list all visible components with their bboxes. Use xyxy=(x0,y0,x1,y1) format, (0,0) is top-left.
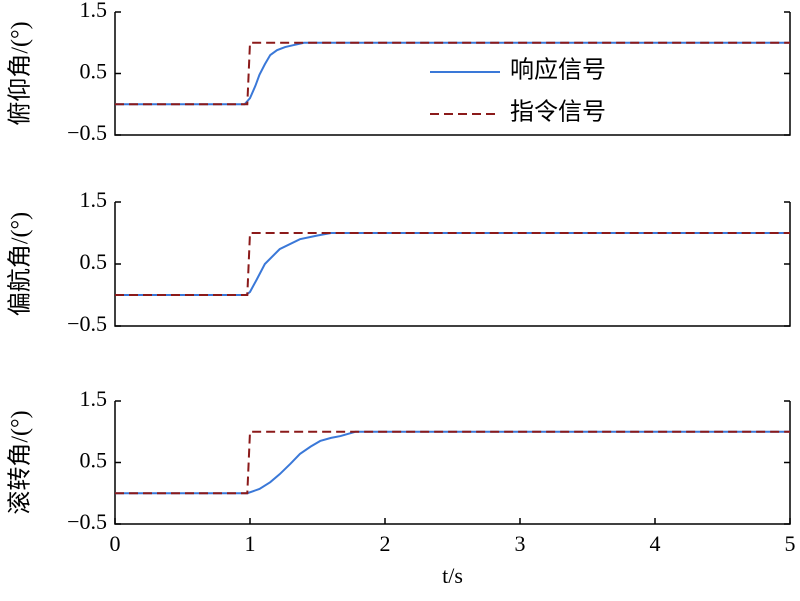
y-tick-label: 0.5 xyxy=(80,249,108,274)
y-tick-label: 1.5 xyxy=(80,386,108,411)
series-line xyxy=(115,41,790,106)
y-tick-label: −0.5 xyxy=(67,509,107,534)
axis-frame xyxy=(114,401,791,525)
legend-label: 指令信号 xyxy=(510,99,606,126)
axis-frame xyxy=(114,202,791,327)
subplot: −0.5 0.5 1.5 0 1 2 3 4 5 t/s 滚转角/(°) xyxy=(7,386,796,588)
x-axis-label: t/s xyxy=(442,563,463,588)
y-axis-label: 俯仰角/(°) xyxy=(7,21,34,125)
y-axis-label: 滚转角/(°) xyxy=(7,410,34,514)
y-tick-label: −0.5 xyxy=(67,311,107,336)
x-tick-label: 1 xyxy=(245,531,256,556)
x-tick-label: 4 xyxy=(650,531,661,556)
x-tick-label: 2 xyxy=(380,531,391,556)
x-tick-label: 3 xyxy=(515,531,526,556)
x-tick-label: 0 xyxy=(110,531,121,556)
y-tick-label: −0.5 xyxy=(67,120,107,145)
subplot: −0.5 0.5 1.5 偏航角/(°) xyxy=(7,187,791,336)
y-tick-label: 0.5 xyxy=(80,448,108,473)
series-line xyxy=(115,430,790,495)
y-tick-label: 0.5 xyxy=(80,59,108,84)
series-line xyxy=(115,232,790,296)
x-tick-label: 5 xyxy=(785,531,796,556)
legend-label: 响应信号 xyxy=(510,57,606,84)
series-line xyxy=(115,41,790,106)
y-tick-label: 1.5 xyxy=(80,0,108,22)
y-tick-label: 1.5 xyxy=(80,187,108,212)
axis-frame xyxy=(114,12,791,136)
y-axis-label: 偏航角/(°) xyxy=(7,212,34,316)
series-line xyxy=(115,232,790,296)
series-line xyxy=(115,430,790,495)
